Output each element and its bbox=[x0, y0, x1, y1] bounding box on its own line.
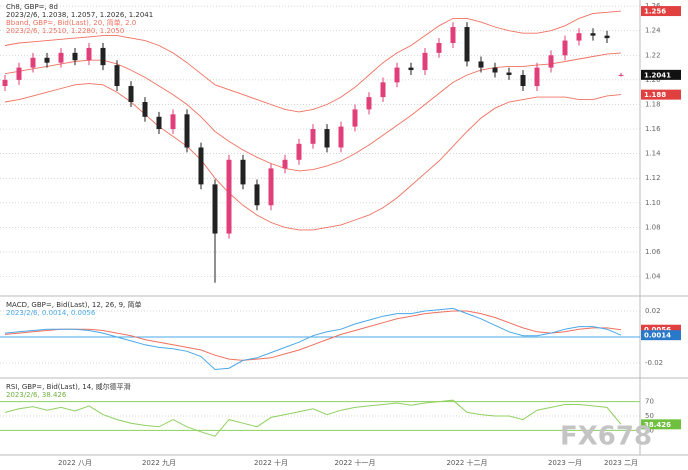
legend-label: Bband, GBP=, Bid(Last), 20, 简单, 2.0 bbox=[6, 18, 136, 27]
candle-body bbox=[44, 57, 50, 63]
candle-body bbox=[72, 52, 78, 61]
value-box-label: 1.2041 bbox=[644, 71, 671, 79]
candle-body bbox=[450, 27, 456, 44]
candle-body bbox=[58, 52, 64, 63]
candle-body bbox=[492, 67, 498, 73]
value-box bbox=[641, 419, 681, 430]
y-tick-label: 0.02 bbox=[645, 307, 661, 315]
candle-body bbox=[86, 47, 92, 61]
candle-body bbox=[576, 33, 582, 41]
value-box-label: 1.256 bbox=[644, 8, 666, 16]
candle-body bbox=[352, 109, 358, 127]
candle-body bbox=[366, 97, 372, 110]
panel-title: Ch8, GBP=, 8d bbox=[6, 3, 58, 11]
panel-subtitle: 2023/2/6, 1.2038, 1.2057, 1.2026, 1.2041 bbox=[6, 11, 153, 19]
candle-body bbox=[156, 116, 162, 130]
y-tick-label: 1.10 bbox=[645, 199, 661, 207]
x-tick-label: 2022 十二月 bbox=[446, 458, 487, 467]
watermark: FX678 bbox=[560, 422, 652, 452]
panel-subtitle: 2023/2/6, 38.426 bbox=[6, 391, 67, 399]
y-tick-label: 1.06 bbox=[645, 248, 661, 256]
candle-body bbox=[128, 86, 134, 103]
candle-body bbox=[380, 82, 386, 98]
rsi-line bbox=[4, 399, 622, 437]
band-lower bbox=[4, 83, 622, 231]
band-upper bbox=[4, 10, 622, 113]
candle-body bbox=[548, 55, 554, 68]
candle-body bbox=[590, 33, 596, 36]
candle-body bbox=[296, 143, 302, 160]
value-box-label: 38.426 bbox=[644, 421, 671, 429]
value-box-label: 1.188 bbox=[644, 91, 666, 99]
x-tick-label: 2022 十一月 bbox=[334, 458, 375, 467]
y-tick-label: 1.14 bbox=[645, 150, 661, 158]
value-box bbox=[641, 330, 681, 341]
y-tick-label: 1.18 bbox=[645, 100, 661, 108]
y-tick-label: 50 bbox=[645, 412, 654, 420]
candle-body bbox=[226, 159, 232, 234]
value-box bbox=[641, 324, 681, 335]
y-tick-label: 70 bbox=[645, 398, 654, 406]
candle-body bbox=[100, 47, 106, 66]
band-middle bbox=[4, 52, 622, 172]
candle-body bbox=[114, 65, 120, 87]
y-tick-label: 1.22 bbox=[645, 51, 661, 59]
candle-body bbox=[394, 67, 400, 83]
candle-body bbox=[30, 57, 36, 68]
x-tick-label: 2022 九月 bbox=[142, 458, 176, 467]
y-tick-label: -0.02 bbox=[645, 359, 663, 367]
y-tick-label: 1.04 bbox=[645, 273, 661, 281]
candle-body bbox=[184, 114, 190, 148]
panel-title: MACD, GBP=, Bid(Last), 12, 26, 9, 简单 bbox=[6, 300, 142, 309]
x-tick-label: 2023 二月 bbox=[604, 459, 638, 467]
x-tick-label: 2022 八月 bbox=[58, 459, 92, 467]
candle-body bbox=[142, 102, 148, 117]
candle-body bbox=[422, 52, 428, 71]
candle-body bbox=[198, 147, 204, 185]
candle-body bbox=[478, 61, 484, 68]
value-box-label: 0.0014 bbox=[644, 332, 671, 340]
candle-body bbox=[170, 114, 176, 130]
candle-body bbox=[506, 72, 512, 75]
y-tick-label: 1.08 bbox=[645, 223, 661, 231]
value-box bbox=[641, 69, 681, 80]
candle-body bbox=[240, 159, 246, 185]
candle-body bbox=[254, 184, 260, 206]
candle-body bbox=[604, 35, 610, 39]
candle-body bbox=[324, 129, 330, 148]
signal-line bbox=[4, 310, 622, 361]
candle-body bbox=[310, 129, 316, 144]
candle-body bbox=[16, 67, 22, 80]
y-tick-label: 1.16 bbox=[645, 125, 661, 133]
candle-body bbox=[2, 79, 8, 87]
candle-body bbox=[282, 159, 288, 169]
panel-subtitle: 2023/2/6, 0.0014, 0.0056 bbox=[6, 309, 96, 317]
value-box bbox=[641, 89, 681, 100]
value-box bbox=[641, 6, 681, 17]
candle-body bbox=[408, 67, 414, 71]
y-tick-label: 1.20 bbox=[645, 76, 661, 84]
candle-body bbox=[338, 126, 344, 148]
candle-body bbox=[520, 74, 526, 87]
y-tick-label: 1.12 bbox=[645, 174, 661, 182]
y-tick-label: 30 bbox=[645, 426, 654, 434]
legend-values: 2023/2/6, 1.2510, 1.2280, 1.2050 bbox=[6, 27, 124, 35]
candle-body bbox=[268, 168, 274, 206]
candle-body bbox=[618, 74, 624, 76]
y-tick-label: 1.24 bbox=[645, 27, 661, 35]
macd-line bbox=[4, 307, 622, 371]
candle-body bbox=[534, 67, 540, 87]
x-tick-label: 2022 十月 bbox=[254, 458, 288, 467]
candle-body bbox=[562, 40, 568, 56]
candle-body bbox=[212, 184, 218, 234]
x-tick-label: 2023 一月 bbox=[548, 459, 582, 467]
panel-title: RSI, GBP=, Bid(Last), 14, 威尔德平滑 bbox=[6, 382, 131, 391]
candle-body bbox=[436, 43, 442, 53]
candle-body bbox=[464, 27, 470, 62]
